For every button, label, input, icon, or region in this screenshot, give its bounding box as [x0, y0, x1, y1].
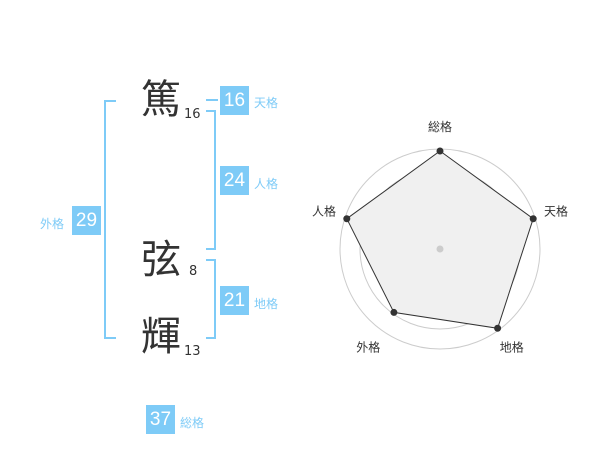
stroke-count-1: 16 [184, 107, 201, 122]
radar-point [390, 308, 398, 316]
chikaku-value: 21 [220, 286, 249, 315]
tenkaku-label: 天格 [254, 96, 279, 110]
stroke-count-3: 13 [184, 344, 201, 359]
radar-point [494, 324, 502, 332]
radar-axis-label: 人格 [312, 203, 336, 218]
gaikaku-value: 29 [72, 206, 101, 235]
radar-area [346, 150, 534, 329]
tenkaku-value: 16 [220, 86, 249, 115]
radar-axis-label: 天格 [544, 203, 568, 218]
soukaku-value: 37 [146, 405, 175, 434]
chikaku-label: 地格 [254, 297, 279, 311]
radar-point [343, 215, 351, 223]
jinkaku-value: 24 [220, 166, 249, 195]
radar-axis-label: 地格 [500, 340, 524, 355]
name-char-2: 弦 [141, 237, 181, 283]
jinkaku-label: 人格 [254, 177, 279, 191]
name-char-3: 輝 [141, 314, 181, 360]
radar-point [436, 147, 444, 155]
tenkaku-bracket [206, 99, 218, 101]
radar-axis-label: 外格 [356, 340, 380, 355]
stroke-count-2: 8 [189, 264, 198, 279]
gaikaku-label: 外格 [40, 217, 65, 231]
radar-point [529, 215, 537, 223]
soukaku-label: 総格 [180, 416, 205, 430]
radar-axis-label: 総格 [428, 119, 452, 134]
name-char-1: 篤 [141, 77, 181, 123]
radar-center [436, 245, 444, 253]
